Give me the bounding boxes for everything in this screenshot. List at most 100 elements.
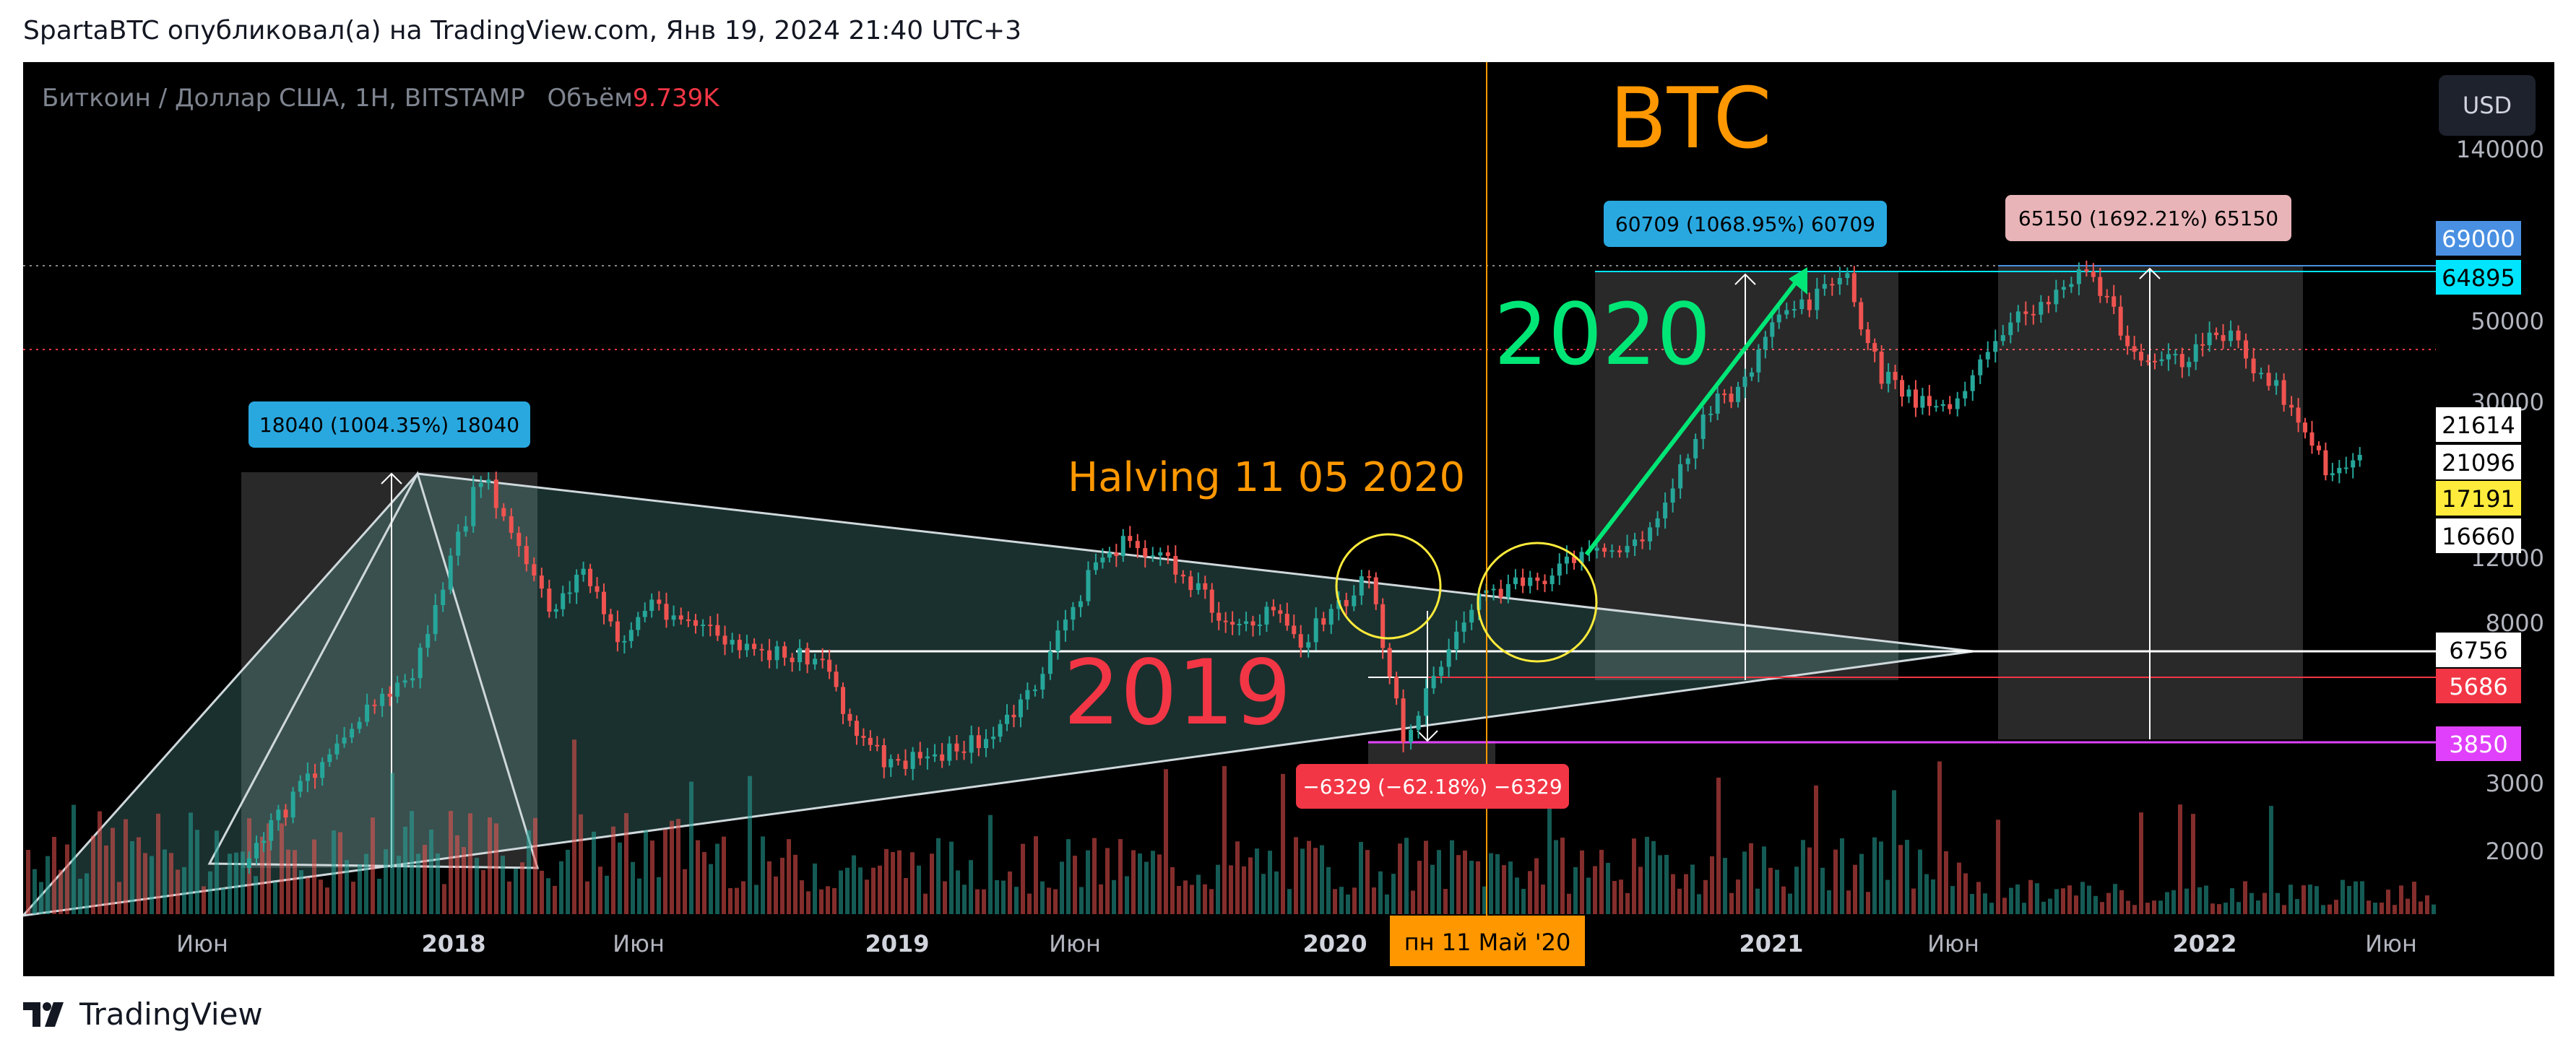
candle-body xyxy=(1230,622,1235,625)
candle-body xyxy=(1985,352,1990,360)
candle-body xyxy=(1963,391,1968,399)
volume-bar xyxy=(689,781,693,914)
volume-bar xyxy=(1996,820,2000,914)
candle-body xyxy=(744,643,749,651)
candle-body xyxy=(1446,649,1451,667)
price-level-value: 17191 xyxy=(2442,485,2515,513)
volume-bar xyxy=(2406,898,2410,914)
price-chart[interactable]: BTC 2020 2019 Halving 11 05 2020 18040 (1004… xyxy=(23,62,2554,976)
candle-body xyxy=(1120,536,1125,557)
volume-bar xyxy=(2373,903,2377,914)
volume-bar xyxy=(1216,864,1220,914)
volume-bar xyxy=(1060,861,1064,914)
candle-body xyxy=(410,678,415,681)
volume-bar xyxy=(2022,903,2026,914)
volume-bar xyxy=(845,867,850,914)
volume-bar xyxy=(683,869,687,914)
volume-bar xyxy=(293,850,297,914)
volume-bar xyxy=(1183,880,1188,914)
candle-body xyxy=(581,568,586,575)
volume-bar xyxy=(325,887,329,914)
candle-body xyxy=(269,820,274,841)
candle-body xyxy=(2069,284,2074,287)
candle-body xyxy=(636,617,641,630)
volume-bar xyxy=(410,811,414,914)
volume-bar xyxy=(1736,879,1740,914)
volume-bar xyxy=(1710,856,1714,914)
candle-body xyxy=(1078,601,1083,607)
volume-bar xyxy=(1846,890,1851,914)
candle-body xyxy=(2159,359,2164,362)
volume-bar xyxy=(2354,881,2358,914)
candle-body xyxy=(1150,555,1155,557)
x-axis-tick: 2020 xyxy=(1302,930,1367,957)
price-level-value: 5686 xyxy=(2449,673,2507,700)
volume-bar xyxy=(1131,850,1136,914)
candle-body xyxy=(2303,422,2308,433)
volume-bar xyxy=(85,873,89,914)
volume-bar xyxy=(644,830,648,914)
volume-bar xyxy=(2191,814,2195,914)
candle-body xyxy=(1188,576,1193,591)
candle-body xyxy=(1736,386,1741,402)
volume-bar xyxy=(520,862,524,914)
volume-bar xyxy=(748,776,752,914)
volume-bar xyxy=(1053,889,1058,914)
volume-bar xyxy=(702,852,706,914)
volume-bar xyxy=(559,861,563,914)
candle-body xyxy=(649,599,654,612)
candle-body xyxy=(2179,354,2184,368)
volume-bar xyxy=(670,820,674,914)
candle-body xyxy=(861,736,866,738)
volume-bar xyxy=(1664,854,1669,914)
candle-body xyxy=(2357,454,2362,461)
candle-body xyxy=(889,759,894,768)
price-level-value: 21614 xyxy=(2442,412,2515,439)
volume-bar xyxy=(2236,902,2241,914)
candle-body xyxy=(2098,277,2103,296)
candle-body xyxy=(1173,555,1178,575)
volume-bar xyxy=(1827,890,1831,914)
volume-bar xyxy=(956,870,960,914)
volume-bar xyxy=(1040,881,1045,914)
volume-bar xyxy=(962,885,967,914)
volume-bar xyxy=(2347,886,2351,914)
candle-body xyxy=(433,604,438,634)
candle-body xyxy=(1693,438,1698,459)
symbol-name: Биткоин / Доллар США, 1Н, BITSTAMP xyxy=(42,84,525,113)
candle-body xyxy=(532,564,537,576)
volume-bar xyxy=(2054,889,2059,914)
candle-body xyxy=(2132,346,2137,352)
volume-bar xyxy=(176,869,180,914)
candle-body xyxy=(1993,341,1998,352)
volume-bar xyxy=(345,860,349,914)
volume-bar xyxy=(715,843,719,914)
footer-brand[interactable]: TradingView xyxy=(23,996,263,1032)
volume-bar xyxy=(1794,866,1799,914)
x-axis-tick: Июн xyxy=(2365,930,2417,957)
candle-body xyxy=(2193,344,2198,362)
candle-body xyxy=(657,599,662,604)
candle-body xyxy=(418,647,423,679)
volume-bar xyxy=(2360,881,2364,914)
volume-bar xyxy=(384,849,388,914)
volume-bar xyxy=(1762,846,1766,914)
volume-bar xyxy=(306,877,310,914)
candle-body xyxy=(708,625,713,627)
volume-bar xyxy=(1008,871,1012,914)
volume-bar xyxy=(390,773,394,914)
volume-bar xyxy=(2419,901,2423,914)
volume-bar xyxy=(1086,850,1090,914)
currency-button[interactable]: USD xyxy=(2439,75,2536,136)
candle-body xyxy=(1086,570,1091,601)
volume-bar xyxy=(1937,761,1942,914)
volume-bar xyxy=(1203,884,1207,914)
volume-bar xyxy=(260,836,264,914)
candle-body xyxy=(1927,396,1932,407)
chart-area[interactable]: BTC 2020 2019 Halving 11 05 2020 18040 (1004… xyxy=(23,62,2554,976)
candle-body xyxy=(334,743,340,755)
volume-bar xyxy=(2243,881,2247,914)
volume-bar xyxy=(949,841,954,914)
volume-bar xyxy=(1970,894,1974,914)
volume-bar xyxy=(1983,893,1987,914)
